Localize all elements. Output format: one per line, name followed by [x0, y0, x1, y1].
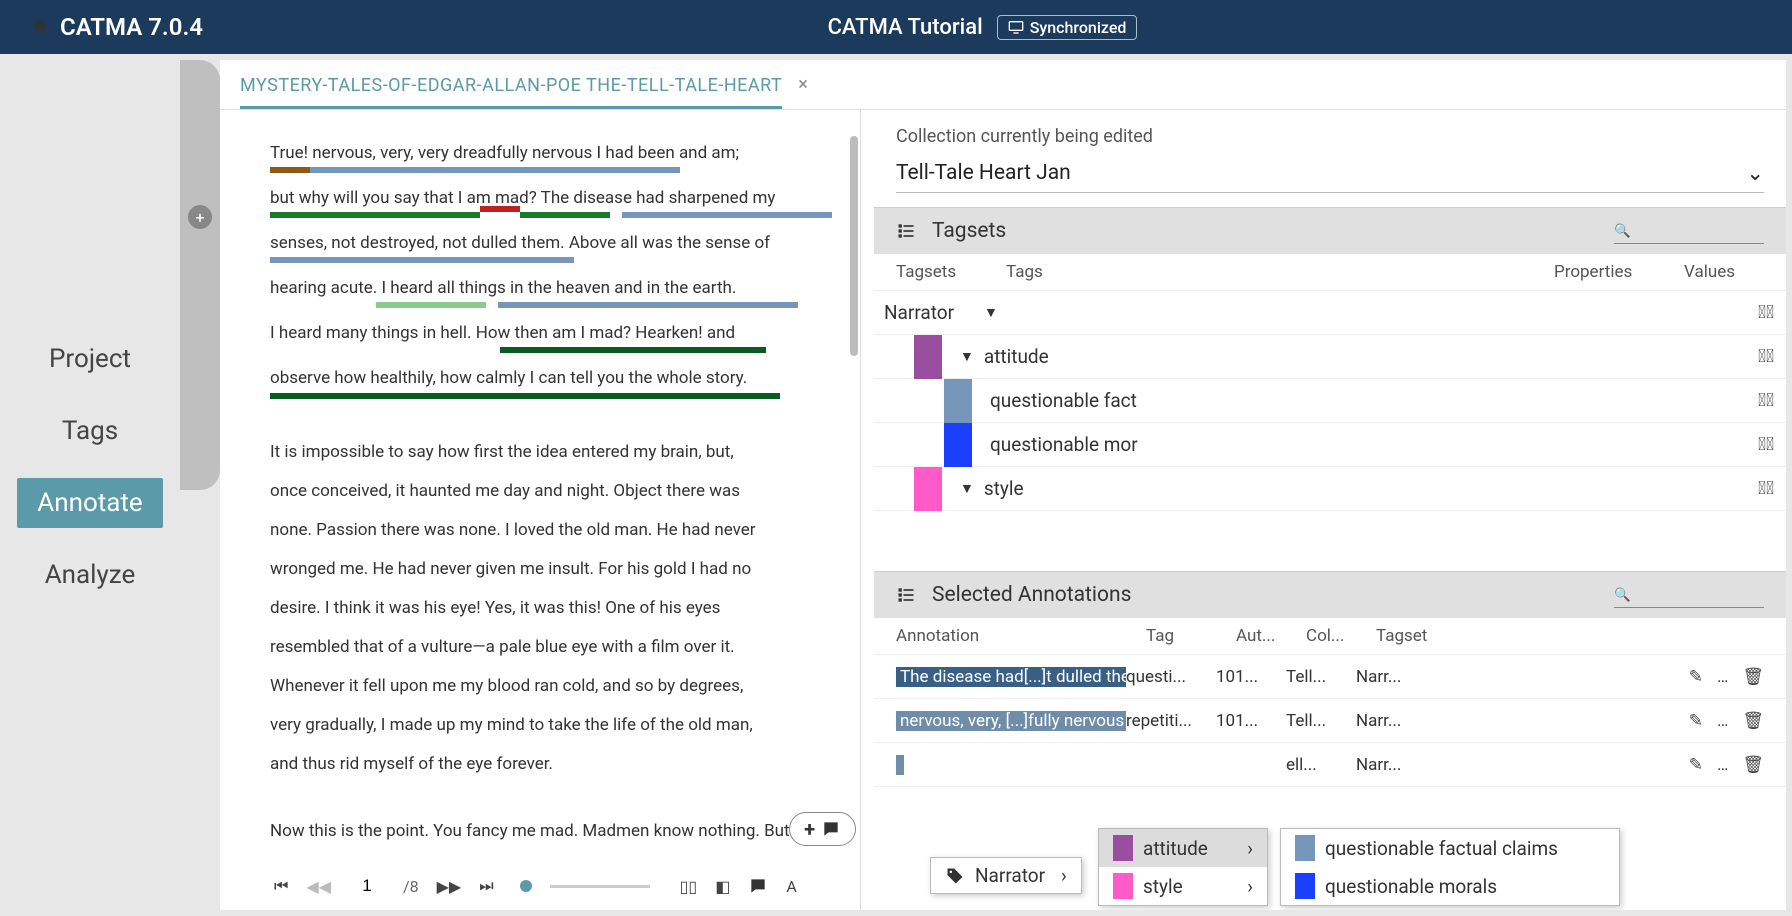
- prev-page-icon[interactable]: ◀◀: [306, 877, 331, 896]
- ctx-item[interactable]: questionable factual claims: [1281, 829, 1619, 867]
- ctx-item[interactable]: questionable morals: [1281, 867, 1619, 905]
- first-page-icon[interactable]: ⏮: [274, 876, 288, 896]
- tagset-tree: Narrator▼👁⃠▼attitude👁⃠questionable fact👁…: [874, 291, 1786, 511]
- text-pane: True! nervous, very, very dreadfully ner…: [220, 110, 860, 910]
- annotation-row[interactable]: ell... Narr... ✎…🗑: [874, 743, 1786, 787]
- ctx-menu-lvl3[interactable]: questionable factual claimsquestionable …: [1280, 828, 1620, 906]
- text-line[interactable]: none. Passion there was none. I loved th…: [270, 511, 842, 550]
- comment-icon: [821, 819, 841, 839]
- edit-icon[interactable]: ✎: [1689, 755, 1703, 775]
- tagset-columns: Tagsets Tags Properties Values: [874, 254, 1786, 291]
- text-line[interactable]: [270, 784, 842, 812]
- text-line[interactable]: desire. I think it was his eye! Yes, it …: [270, 589, 842, 628]
- tree-row[interactable]: Narrator▼👁⃠: [874, 291, 1786, 335]
- comment-toggle-icon[interactable]: [748, 876, 768, 896]
- visibility-icon[interactable]: 👁⃠: [1758, 478, 1774, 499]
- nav-annotate[interactable]: Annotate: [17, 478, 162, 528]
- pager: ⏮ ◀◀ /8 ▶▶ ⏭ ▯▯ ◧ A: [270, 862, 842, 910]
- next-page-icon[interactable]: ▶▶: [437, 877, 462, 896]
- delete-icon[interactable]: 🗑: [1742, 755, 1764, 775]
- close-icon[interactable]: ×: [798, 74, 808, 95]
- nav-tags[interactable]: Tags: [42, 406, 138, 456]
- document-tab: MYSTERY-TALES-OF-EDGAR-ALLAN-POE THE-TEL…: [220, 60, 1786, 110]
- app-home[interactable]: CATMA 7.0.4: [30, 13, 203, 41]
- zoom-track[interactable]: [550, 885, 650, 888]
- chevron-right-icon: ›: [1061, 864, 1067, 887]
- topbar: CATMA 7.0.4 CATMA Tutorial Synchronized: [0, 0, 1792, 54]
- last-page-icon[interactable]: ⏭: [479, 876, 493, 896]
- delete-icon[interactable]: 🗑: [1742, 711, 1764, 731]
- more-icon[interactable]: …: [1717, 667, 1728, 687]
- tagset-search-input[interactable]: [1614, 218, 1764, 244]
- tree-row[interactable]: ▼attitude👁⃠: [874, 335, 1786, 379]
- more-icon[interactable]: …: [1717, 755, 1728, 775]
- text-line[interactable]: resembled that of a vulture—a pale blue …: [270, 628, 842, 667]
- visibility-icon[interactable]: 👁⃠: [1758, 302, 1774, 323]
- doc-title[interactable]: MYSTERY-TALES-OF-EDGAR-ALLAN-POE THE-TEL…: [240, 75, 782, 109]
- selected-annotations-header: Selected Annotations: [874, 571, 1786, 618]
- text-line[interactable]: and thus rid myself of the eye forever.: [270, 745, 842, 784]
- text-line[interactable]: wronged me. He had never given me insult…: [270, 550, 842, 589]
- chevron-down-icon: ⌄: [1746, 161, 1764, 186]
- tree-row[interactable]: questionable fact👁⃠: [874, 379, 1786, 423]
- sync-badge[interactable]: Synchronized: [997, 15, 1138, 40]
- text-line[interactable]: Whenever it fell upon me my blood ran co…: [270, 667, 842, 706]
- annotation-search-input[interactable]: [1614, 582, 1764, 608]
- right-pane: Collection currently being edited Tell-T…: [874, 110, 1786, 910]
- collection-select[interactable]: Tell-Tale Heart Jan ⌄: [896, 155, 1764, 193]
- nav-project[interactable]: Project: [29, 334, 151, 384]
- ctx-menu-lvl2[interactable]: attitude›style›: [1098, 828, 1268, 906]
- app-name: CATMA 7.0.4: [60, 13, 203, 41]
- book-icon[interactable]: ▯▯: [680, 877, 698, 896]
- ctx-item[interactable]: style›: [1099, 867, 1267, 905]
- ctx-item[interactable]: attitude›: [1099, 829, 1267, 867]
- edit-icon[interactable]: ✎: [1689, 667, 1703, 687]
- add-annotation-button[interactable]: +: [789, 812, 856, 846]
- collection-label: Collection currently being edited: [874, 126, 1786, 155]
- text-line[interactable]: very gradually, I made up my mind to tak…: [270, 706, 842, 745]
- annotation-row[interactable]: The disease had[...]t dulled the questi.…: [874, 655, 1786, 699]
- annotation-list: The disease had[...]t dulled the questi.…: [874, 655, 1786, 787]
- project-title: CATMA Tutorial: [828, 15, 983, 40]
- edit-icon[interactable]: ✎: [1689, 711, 1703, 731]
- page-total: /8: [403, 877, 419, 896]
- nav-analyze[interactable]: Analyze: [25, 550, 156, 600]
- tagsets-header: Tagsets: [874, 207, 1786, 254]
- more-icon[interactable]: …: [1717, 711, 1728, 731]
- text-line[interactable]: [270, 405, 842, 433]
- tag-icon: [945, 866, 965, 886]
- visibility-icon[interactable]: 👁⃠: [1758, 346, 1774, 367]
- workspace: MYSTERY-TALES-OF-EDGAR-ALLAN-POE THE-TEL…: [220, 60, 1786, 910]
- home-icon: [30, 17, 50, 37]
- list-icon: [896, 221, 916, 241]
- annotation-row[interactable]: nervous, very, [...]fully nervous repeti…: [874, 699, 1786, 743]
- splitter[interactable]: [860, 110, 874, 910]
- text-body[interactable]: True! nervous, very, very dreadfully ner…: [270, 134, 842, 862]
- annotation-columns: Annotation Tag Aut... Col... Tagset: [874, 618, 1786, 655]
- text-line[interactable]: once conceived, it haunted me day and ni…: [270, 472, 842, 511]
- list-icon: [896, 585, 916, 605]
- delete-icon[interactable]: 🗑: [1742, 667, 1764, 687]
- left-nav: Project Tags Annotate Analyze: [0, 54, 180, 916]
- sidebar-handle[interactable]: +: [180, 60, 220, 490]
- text-line[interactable]: It is impossible to say how first the id…: [270, 433, 842, 472]
- text-line[interactable]: you should have seen me. You should have…: [270, 852, 842, 863]
- text-line[interactable]: Now this is the point. You fancy me mad.…: [270, 812, 842, 851]
- more-label: A: [786, 877, 796, 896]
- visibility-icon[interactable]: 👁⃠: [1758, 434, 1774, 455]
- scrollbar-thumb[interactable]: [850, 136, 858, 356]
- zoom-handle[interactable]: [520, 880, 532, 892]
- visibility-icon[interactable]: 👁⃠: [1758, 390, 1774, 411]
- tree-row[interactable]: questionable mor👁⃠: [874, 423, 1786, 467]
- add-icon[interactable]: +: [188, 205, 212, 229]
- monitor-icon: [1008, 20, 1024, 34]
- tree-row[interactable]: ▼style👁⃠: [874, 467, 1786, 511]
- page-input[interactable]: [349, 876, 385, 896]
- eraser-icon[interactable]: ◧: [715, 877, 730, 896]
- ctx-menu-root[interactable]: Narrator ›: [930, 857, 1082, 894]
